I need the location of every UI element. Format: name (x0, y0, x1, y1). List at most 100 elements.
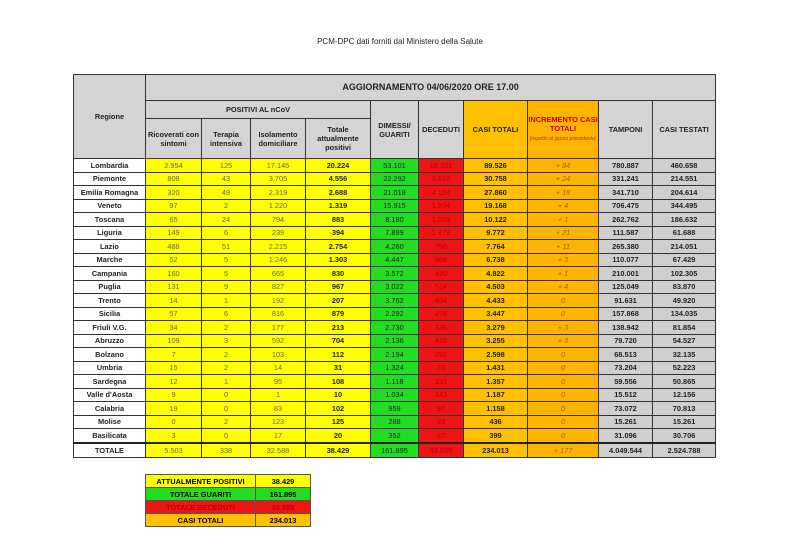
cell-casi-totali: 2.598 (463, 347, 528, 362)
cell-tamponi: 780.887 (598, 158, 653, 173)
cell-totale-positivi: 38.429 (305, 441, 371, 458)
summary-row: TOTALE DECEDUTI 33.689 (145, 500, 311, 514)
cell-region: Puglia (73, 279, 146, 294)
cell-deceduti: 4.154 (418, 185, 464, 200)
cell-casi-testati: 12.156 (651, 387, 717, 402)
cell-totale-positivi: 10 (305, 387, 371, 402)
cell-incremento: + 84 (527, 158, 599, 173)
cell-totale-positivi: 879 (305, 306, 371, 321)
cell-dimessi: 352 (370, 428, 419, 443)
cell-ricoverati: 34 (145, 320, 202, 335)
covid-regional-table: Regione AGGIORNAMENTO 04/06/2020 ORE 17.… (73, 74, 717, 458)
cell-totale-positivi: 108 (305, 374, 371, 389)
cell-terapia: 2 (201, 414, 251, 429)
cell-isolamento: 95 (250, 374, 306, 389)
total-row: TOTALE 5.503 338 32.588 38.429 161.895 33.689 2… (73, 441, 717, 458)
summary-value: 38.429 (255, 474, 311, 488)
table-row: Friuli V.G. 34 2 177 213 2.730 336 3.279 + 3 138.… (73, 320, 717, 335)
cell-region: Abruzzo (73, 333, 146, 348)
cell-deceduti: 292 (418, 347, 464, 362)
cell-dimessi: 3.762 (370, 293, 419, 308)
cell-region: Piemonte (73, 171, 146, 186)
cell-tamponi: 59.556 (598, 374, 653, 389)
cell-dimessi: 3.022 (370, 279, 419, 294)
cell-casi-totali: 436 (463, 414, 528, 429)
cell-isolamento: 192 (250, 293, 306, 308)
cell-terapia: 6 (201, 225, 251, 240)
cell-isolamento: 1.246 (250, 252, 306, 267)
cell-totale-positivi: 112 (305, 347, 371, 362)
cell-terapia: 49 (201, 185, 251, 200)
cell-ricoverati: 65 (145, 212, 202, 227)
cell-casi-testati: 32.135 (651, 347, 717, 362)
cell-ricoverati: 320 (145, 185, 202, 200)
cell-dimessi: 2.194 (370, 347, 419, 362)
cell-dimessi: 1.034 (370, 387, 419, 402)
cell-isolamento: 794 (250, 212, 306, 227)
cell-tamponi: 91.631 (598, 293, 653, 308)
cell-terapia: 125 (201, 158, 251, 173)
cell-ricoverati: 57 (145, 306, 202, 321)
cell-casi-totali: 399 (463, 428, 528, 443)
cell-deceduti: 464 (418, 293, 464, 308)
cell-deceduti: 1.934 (418, 198, 464, 213)
col-casi-testati: CASI TESTATI (651, 100, 717, 159)
cell-deceduti: 131 (418, 374, 464, 389)
cell-ricoverati: 2.954 (145, 158, 202, 173)
cell-casi-totali: 4.503 (463, 279, 528, 294)
cell-isolamento: 83 (250, 401, 306, 416)
table-row: Valle d'Aosta 9 0 1 10 1.034 143 1.187 0 15.512 12… (73, 387, 717, 402)
cell-tamponi: 138.942 (598, 320, 653, 335)
cell-dimessi: 2.730 (370, 320, 419, 335)
cell-incremento: + 4 (527, 279, 599, 294)
cell-deceduti: 76 (418, 360, 464, 375)
cell-casi-testati: 2.524.788 (651, 441, 717, 458)
summary-box: ATTUALMENTE POSITIVI 38.429 TOTALE GUARITI… (145, 474, 311, 527)
cell-incremento: + 18 (527, 185, 599, 200)
cell-deceduti: 33.689 (418, 441, 464, 458)
cell-ricoverati: 5.503 (145, 441, 202, 458)
cell-isolamento: 17.145 (250, 158, 306, 173)
cell-incremento: 0 (527, 401, 599, 416)
cell-totale-positivi: 4.556 (305, 171, 371, 186)
cell-dimessi: 959 (370, 401, 419, 416)
cell-totale-positivi: 125 (305, 414, 371, 429)
cell-region: Campania (73, 266, 146, 281)
cell-totale-positivi: 1.303 (305, 252, 371, 267)
cell-ricoverati: 160 (145, 266, 202, 281)
cell-terapia: 2 (201, 320, 251, 335)
cell-totale-positivi: 207 (305, 293, 371, 308)
cell-casi-totali: 234.013 (463, 441, 528, 458)
cell-casi-totali: 1.187 (463, 387, 528, 402)
cell-isolamento: 239 (250, 225, 306, 240)
table-row: Sardegna 12 1 95 108 1.118 131 1.357 0 59.556 50.8… (73, 374, 717, 389)
cell-totale-positivi: 883 (305, 212, 371, 227)
col-tamponi: TAMPONI (598, 100, 653, 159)
cell-isolamento: 2.319 (250, 185, 306, 200)
table-row: Abruzzo 109 3 592 704 2.136 415 3.255 + 3 79.720 5… (73, 333, 717, 348)
cell-deceduti: 23 (418, 414, 464, 429)
cell-terapia: 338 (201, 441, 251, 458)
cell-incremento: + 3 (527, 333, 599, 348)
cell-deceduti: 336 (418, 320, 464, 335)
region-header: Regione (73, 74, 146, 159)
positivi-header: POSITIVI AL nCoV (145, 100, 371, 119)
cell-region: Calabria (73, 401, 146, 416)
cell-region: Sicilia (73, 306, 146, 321)
cell-casi-totali: 3.447 (463, 306, 528, 321)
cell-casi-testati: 30.706 (651, 428, 717, 443)
cell-totale-positivi: 830 (305, 266, 371, 281)
cell-deceduti: 1.479 (418, 225, 464, 240)
summary-label: CASI TOTALI (145, 513, 256, 527)
cell-isolamento: 592 (250, 333, 306, 348)
cell-casi-testati: 54.527 (651, 333, 717, 348)
cell-casi-totali: 9.772 (463, 225, 528, 240)
cell-totale-positivi: 102 (305, 401, 371, 416)
cell-region: Lazio (73, 239, 146, 254)
cell-region: Liguria (73, 225, 146, 240)
summary-value: 33.689 (255, 500, 311, 514)
cell-deceduti: 3.910 (418, 171, 464, 186)
cell-casi-totali: 6.738 (463, 252, 528, 267)
cell-totale-positivi: 213 (305, 320, 371, 335)
table-row: Piemonte 808 43 3.705 4.556 22.292 3.910 30.758… (73, 171, 717, 186)
